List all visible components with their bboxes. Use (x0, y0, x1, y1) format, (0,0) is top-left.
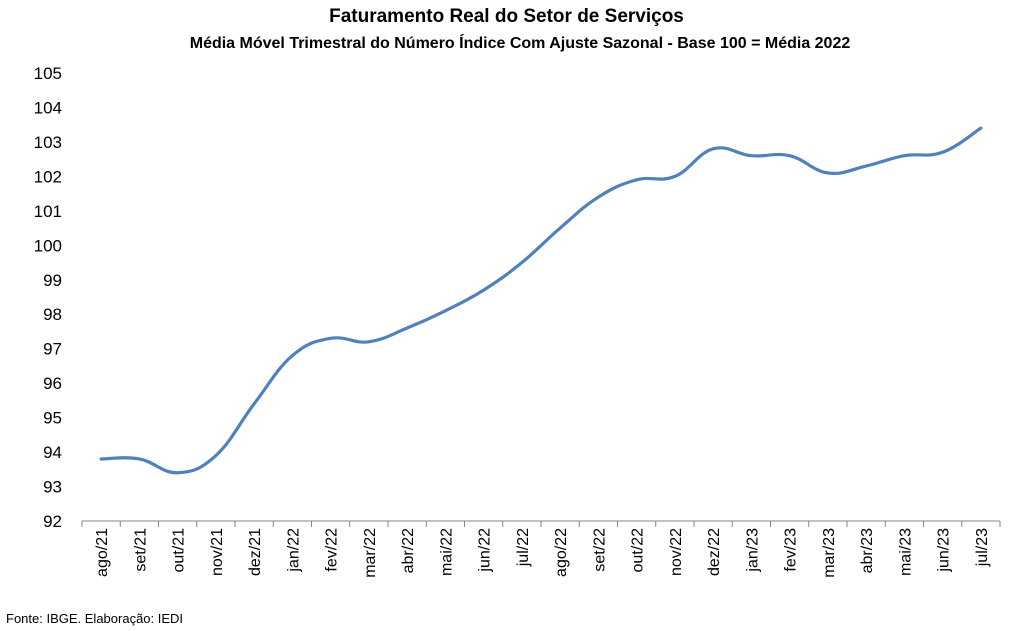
y-tick-label: 101 (34, 202, 62, 221)
x-tick-label: jan/23 (744, 528, 761, 573)
y-tick-label: 104 (34, 98, 62, 117)
x-tick-label: dez/22 (706, 528, 723, 576)
x-tick-label: mai/23 (897, 528, 914, 576)
y-tick-label: 92 (43, 512, 62, 531)
x-tick-label: nov/22 (668, 528, 685, 576)
y-tick-label: 98 (43, 305, 62, 324)
chart-title: Faturamento Real do Setor de Serviços (329, 6, 684, 27)
y-tick-label: 105 (34, 64, 62, 83)
x-tick-label: set/22 (591, 528, 608, 572)
x-tick-label: jun/23 (936, 528, 953, 573)
x-tick-label: mar/23 (821, 528, 838, 578)
series-group (99, 126, 983, 475)
y-tick-label: 93 (43, 478, 62, 497)
x-tick-label: nov/21 (209, 528, 226, 576)
y-axis-ticks: 92 93 94 95 96 97 98 99 100 101 102 103 104 105 (34, 64, 62, 531)
x-axis-labels: ago/21 set/21 out/21 nov/21 dez/21 jan/22 fev/… (94, 528, 991, 578)
x-tick-label: mar/22 (362, 528, 379, 578)
y-tick-label: 102 (34, 167, 62, 186)
y-tick-label: 99 (43, 271, 62, 290)
x-tick-label: jan/22 (285, 528, 302, 573)
y-tick-label: 103 (34, 133, 62, 152)
x-tick-label: set/21 (132, 528, 149, 572)
x-tick-label: out/22 (630, 528, 647, 573)
x-tick-label: fev/23 (783, 528, 800, 572)
x-tick-label: abr/23 (859, 528, 876, 573)
series-line (99, 126, 983, 475)
y-tick-label: 96 (43, 374, 62, 393)
y-tick-label: 94 (43, 443, 62, 462)
x-tick-label: fev/22 (324, 528, 341, 572)
x-tick-label: jun/22 (477, 528, 494, 573)
chart-subtitle: Média Móvel Trimestral do Número Índice … (189, 35, 851, 52)
x-tick-label: ago/21 (94, 528, 111, 577)
x-tick-label: mai/22 (438, 528, 455, 576)
y-tick-label: 97 (43, 340, 62, 359)
x-tick-label: dez/21 (247, 528, 264, 576)
x-tick-label: out/21 (171, 528, 188, 573)
x-tick-label: ago/22 (553, 528, 570, 577)
y-tick-label: 100 (34, 236, 62, 255)
y-tick-label: 95 (43, 409, 62, 428)
x-tick-label: jul/23 (974, 528, 991, 567)
x-axis-tickmarks (81, 521, 1001, 527)
x-tick-label: jul/22 (515, 528, 532, 567)
x-tick-label: abr/22 (400, 528, 417, 573)
source-note: Fonte: IBGE. Elaboração: IEDI (6, 611, 184, 626)
